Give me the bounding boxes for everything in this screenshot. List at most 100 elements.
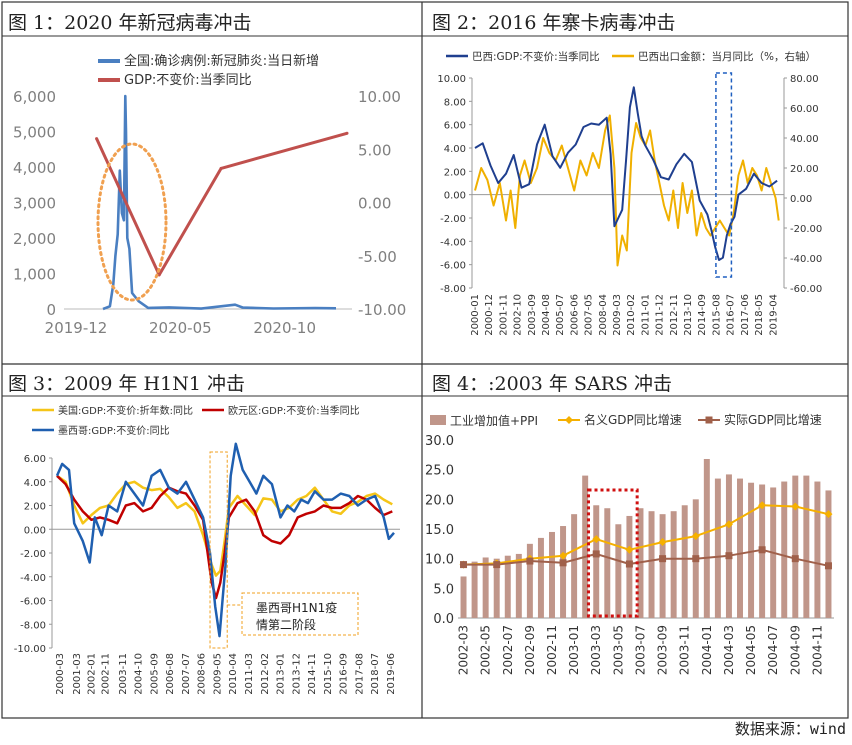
- chart-3-title: 图 3：2009 年 H1N1 冲击: [8, 373, 245, 395]
- legend-mexico-label: 墨西哥:GDP:不变价:同比: [58, 424, 170, 437]
- series-export-line: [474, 114, 780, 267]
- chart-4-sars: 0.0 5.0 10.0 15.0 20.0 25.0 30.0 2002-03 2002-05…: [425, 412, 834, 675]
- x-tick-label: 2003-03: [589, 625, 603, 675]
- bar-industry-ppi: [571, 514, 578, 618]
- bar-industry-ppi: [526, 543, 533, 618]
- x-tick-label: 2013-01: [276, 653, 287, 695]
- y-tick-label: 6.00: [24, 454, 46, 465]
- bar-industry-ppi: [781, 481, 788, 618]
- bar-industry-ppi: [648, 511, 655, 618]
- y-left-tick-label: 1,000: [13, 266, 56, 284]
- y-left-tick-label: 5,000: [13, 124, 56, 142]
- x-tick-label: 2019-04: [768, 294, 779, 336]
- legend-bar-label: 工业增加值+PPI: [450, 413, 538, 428]
- nominal-gdp-marker: [625, 545, 634, 554]
- series-real-gdp-line: [463, 548, 829, 567]
- legend-real-marker: [705, 416, 713, 424]
- y-tick-label: -10.00: [14, 644, 46, 655]
- x-tick-label: 2003-07: [633, 625, 647, 675]
- x-tick-label: 2008-04: [598, 294, 609, 336]
- x-tick-label: 2003-09: [527, 294, 538, 336]
- annotation-box: [241, 592, 359, 636]
- series-nominal-gdp-line: [463, 504, 829, 566]
- x-tick-label: 2018-07: [370, 653, 381, 695]
- real-gdp-marker: [625, 560, 633, 568]
- x-tick-label: 2002-07: [501, 625, 515, 675]
- series-gdp-line: [474, 86, 778, 261]
- real-gdp-marker: [526, 557, 534, 565]
- x-tick-label: 2018-05: [754, 294, 765, 336]
- y-left-tick-label: 0: [46, 301, 56, 319]
- y-left-tick-label: 4.00: [444, 144, 466, 155]
- nominal-gdp-marker: [559, 551, 568, 560]
- nominal-gdp-marker: [658, 538, 667, 547]
- gdp-point: [219, 166, 223, 170]
- real-gdp-marker: [725, 552, 733, 560]
- bar-industry-ppi: [725, 474, 732, 618]
- nominal-gdp-marker: [691, 532, 700, 541]
- x-tick-label: 2000-03: [55, 653, 66, 695]
- nominal-gdp-marker: [592, 535, 601, 544]
- gdp-point: [345, 131, 349, 135]
- x-tick-label: 2003-11: [118, 653, 129, 695]
- chart-1-title: 图 1：2020 年新冠病毒冲击: [8, 12, 252, 34]
- x-tick-label: 2017-08: [354, 653, 365, 695]
- x-tick-label: 2014-09: [697, 294, 708, 336]
- x-tick-label: 2004-05: [744, 625, 758, 675]
- chart-2-zika: -8.00 -6.00 -4.00 -2.00 0.00 2.00 4.00 6.00 8.00…: [437, 50, 822, 336]
- x-tick-label: 2002-11: [101, 653, 112, 695]
- bar-industry-ppi: [504, 555, 511, 618]
- y-tick-label: 20.0: [425, 493, 454, 508]
- y-right-tick-label: 10.00: [358, 88, 401, 106]
- x-tick-label: 2011-12: [655, 294, 666, 336]
- y-left-tick-label: -4.00: [440, 237, 466, 248]
- y-tick-label: 0.0: [433, 612, 454, 627]
- y-tick-label: 4.00: [24, 478, 46, 489]
- outer-frame: [1, 1, 849, 719]
- x-tick-label: 2002-05: [479, 625, 493, 675]
- x-tick-label: 2020-10: [253, 319, 316, 337]
- legend-real-label: 实际GDP同比增速: [724, 412, 822, 427]
- real-gdp-marker: [692, 555, 700, 563]
- x-tick-label: 2005-07: [555, 294, 566, 336]
- y-left-tick-label: -8.00: [440, 284, 466, 295]
- x-tick-label: 2006-06: [569, 294, 580, 336]
- bar-industry-ppi: [825, 490, 832, 618]
- real-gdp-marker: [824, 562, 832, 570]
- y-tick-label: 5.0: [433, 582, 454, 597]
- x-tick-label: 2017-06: [740, 294, 751, 336]
- bar-industry-ppi: [604, 508, 611, 618]
- x-tick-label: 2003-05: [611, 625, 625, 675]
- x-tick-label: 2004-10: [134, 653, 145, 695]
- x-tick-label: 2004-11: [810, 625, 824, 675]
- legend-gdp-label: GDP:不变价:当季同比: [124, 72, 252, 88]
- series-mexico-line: [55, 442, 395, 638]
- y-right-tick-label: 5.00: [358, 141, 391, 159]
- x-tick-label: 2010-04: [228, 653, 239, 695]
- real-gdp-marker: [493, 561, 501, 569]
- bar-industry-ppi: [493, 558, 500, 618]
- x-tick-label: 2002-01: [86, 653, 97, 695]
- bar-industry-ppi: [593, 505, 600, 618]
- legend-nominal-marker: [565, 416, 573, 424]
- bar-industry-ppi: [549, 531, 555, 618]
- y-right-tick-label: -60.00: [790, 284, 822, 295]
- y-right-tick-label: -10.00: [358, 301, 406, 319]
- y-right-tick-label: -5.00: [358, 248, 397, 266]
- y-left-tick-label: -6.00: [440, 261, 466, 272]
- chart-2-title: 图 2：2016 年寨卡病毒冲击: [432, 12, 676, 34]
- series-eu-line: [56, 474, 393, 600]
- x-tick-label: 2003-09: [656, 625, 670, 675]
- y-tick-label: 0.00: [24, 525, 46, 536]
- bar-industry-ppi: [714, 478, 721, 618]
- x-tick-label: 2012-02: [260, 653, 271, 695]
- x-tick-label: 2016-09: [339, 653, 350, 695]
- series-gdp-line: [95, 131, 348, 277]
- x-tick-label: 2013-10: [683, 294, 694, 336]
- x-tick-label: 2020-05: [149, 319, 212, 337]
- y-tick-label: 15.0: [425, 523, 454, 538]
- bar-industry-ppi: [814, 481, 821, 618]
- x-tick-label: 2005-09: [149, 653, 160, 695]
- y-tick-label: -2.00: [20, 549, 46, 560]
- bar-industry-ppi: [560, 526, 567, 618]
